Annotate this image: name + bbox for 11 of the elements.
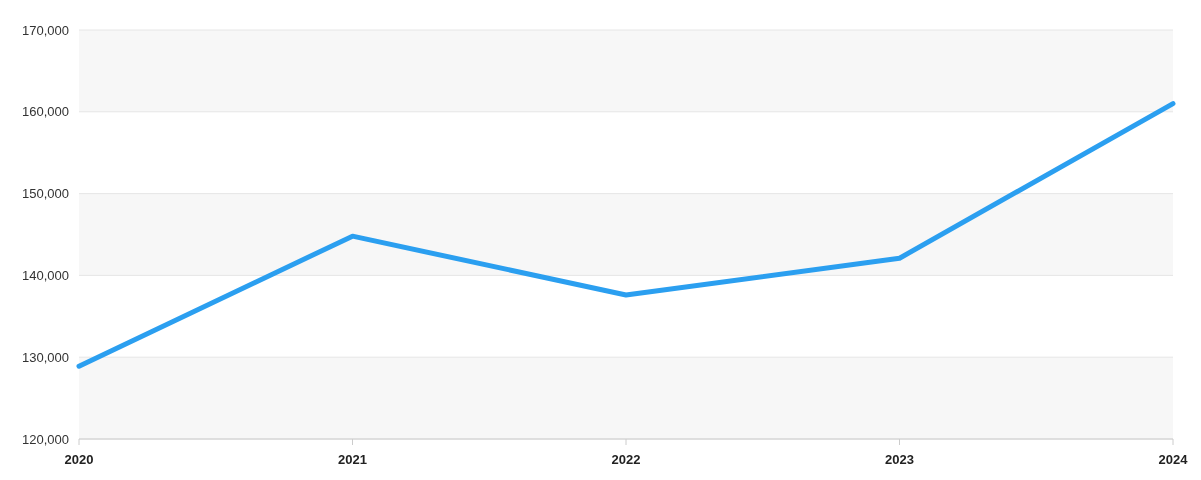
x-tick-label: 2024 <box>1158 452 1189 467</box>
x-tick-label: 2020 <box>64 452 94 467</box>
x-tick-label: 2023 <box>885 452 914 467</box>
x-tick-label: 2022 <box>611 452 641 467</box>
y-tick-label: 120,000 <box>22 431 69 447</box>
y-tick-label: 160,000 <box>22 104 69 120</box>
y-tick-label: 140,000 <box>22 267 69 283</box>
y-tick-label: 170,000 <box>22 22 69 38</box>
x-tick-label: 2021 <box>338 452 367 467</box>
y-tick-label: 130,000 <box>22 349 69 365</box>
y-tick-label: 150,000 <box>22 186 69 202</box>
